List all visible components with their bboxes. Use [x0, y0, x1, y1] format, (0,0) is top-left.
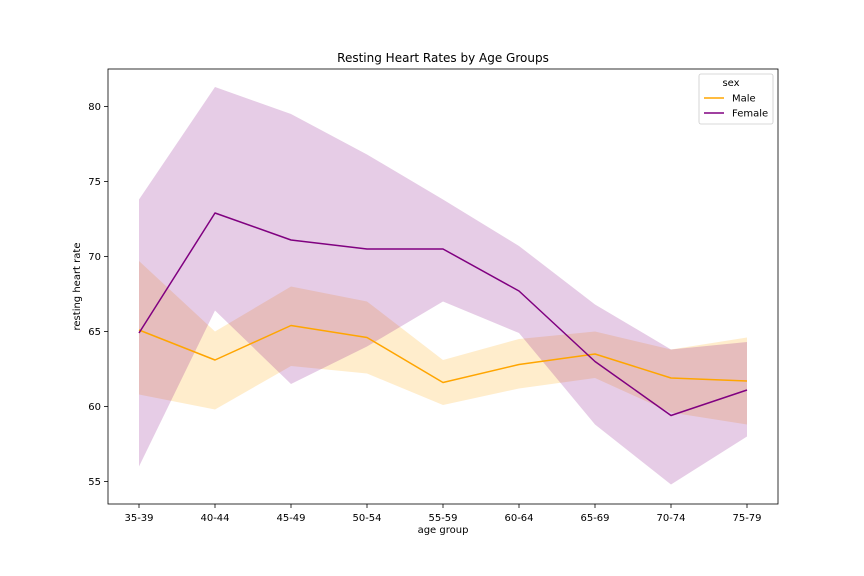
x-tick-label: 35-39	[124, 513, 153, 524]
y-tick-label: 55	[88, 477, 101, 488]
y-tick-label: 60	[88, 402, 101, 413]
x-tick-label: 65-69	[580, 513, 609, 524]
legend-male-label: Male	[732, 94, 756, 105]
chart-title: Resting Heart Rates by Age Groups	[337, 51, 549, 65]
y-axis-ticks: 55 60 65 70 75 80	[88, 102, 108, 488]
x-tick-label: 55-59	[428, 513, 457, 524]
male-confidence-band	[139, 261, 747, 425]
y-tick-label: 70	[88, 252, 101, 263]
y-tick-label: 80	[88, 102, 101, 113]
legend-female-label: Female	[732, 109, 768, 120]
series-lines	[138, 212, 748, 417]
y-tick-label: 65	[88, 327, 101, 338]
x-tick-label: 70-74	[656, 513, 685, 524]
confidence-bands	[139, 87, 747, 485]
x-tick-label: 45-49	[276, 513, 305, 524]
x-axis-ticks: 35-39 40-44 45-49 50-54 55-59 60-64 65-69 70-74…	[124, 504, 762, 524]
y-axis-label: resting heart rate	[72, 243, 83, 331]
female-confidence-band	[139, 87, 747, 485]
legend-title: sex	[722, 78, 739, 89]
x-tick-label: 60-64	[504, 513, 533, 524]
legend: sex Male Female	[698, 73, 774, 125]
x-axis-label: age group	[418, 525, 469, 536]
x-tick-label: 50-54	[352, 513, 381, 524]
x-tick-label: 75-79	[732, 513, 761, 524]
legend-items: Male Female	[704, 94, 768, 120]
x-tick-label: 40-44	[200, 513, 229, 524]
legend-box	[698, 73, 774, 125]
y-tick-label: 75	[88, 177, 101, 188]
